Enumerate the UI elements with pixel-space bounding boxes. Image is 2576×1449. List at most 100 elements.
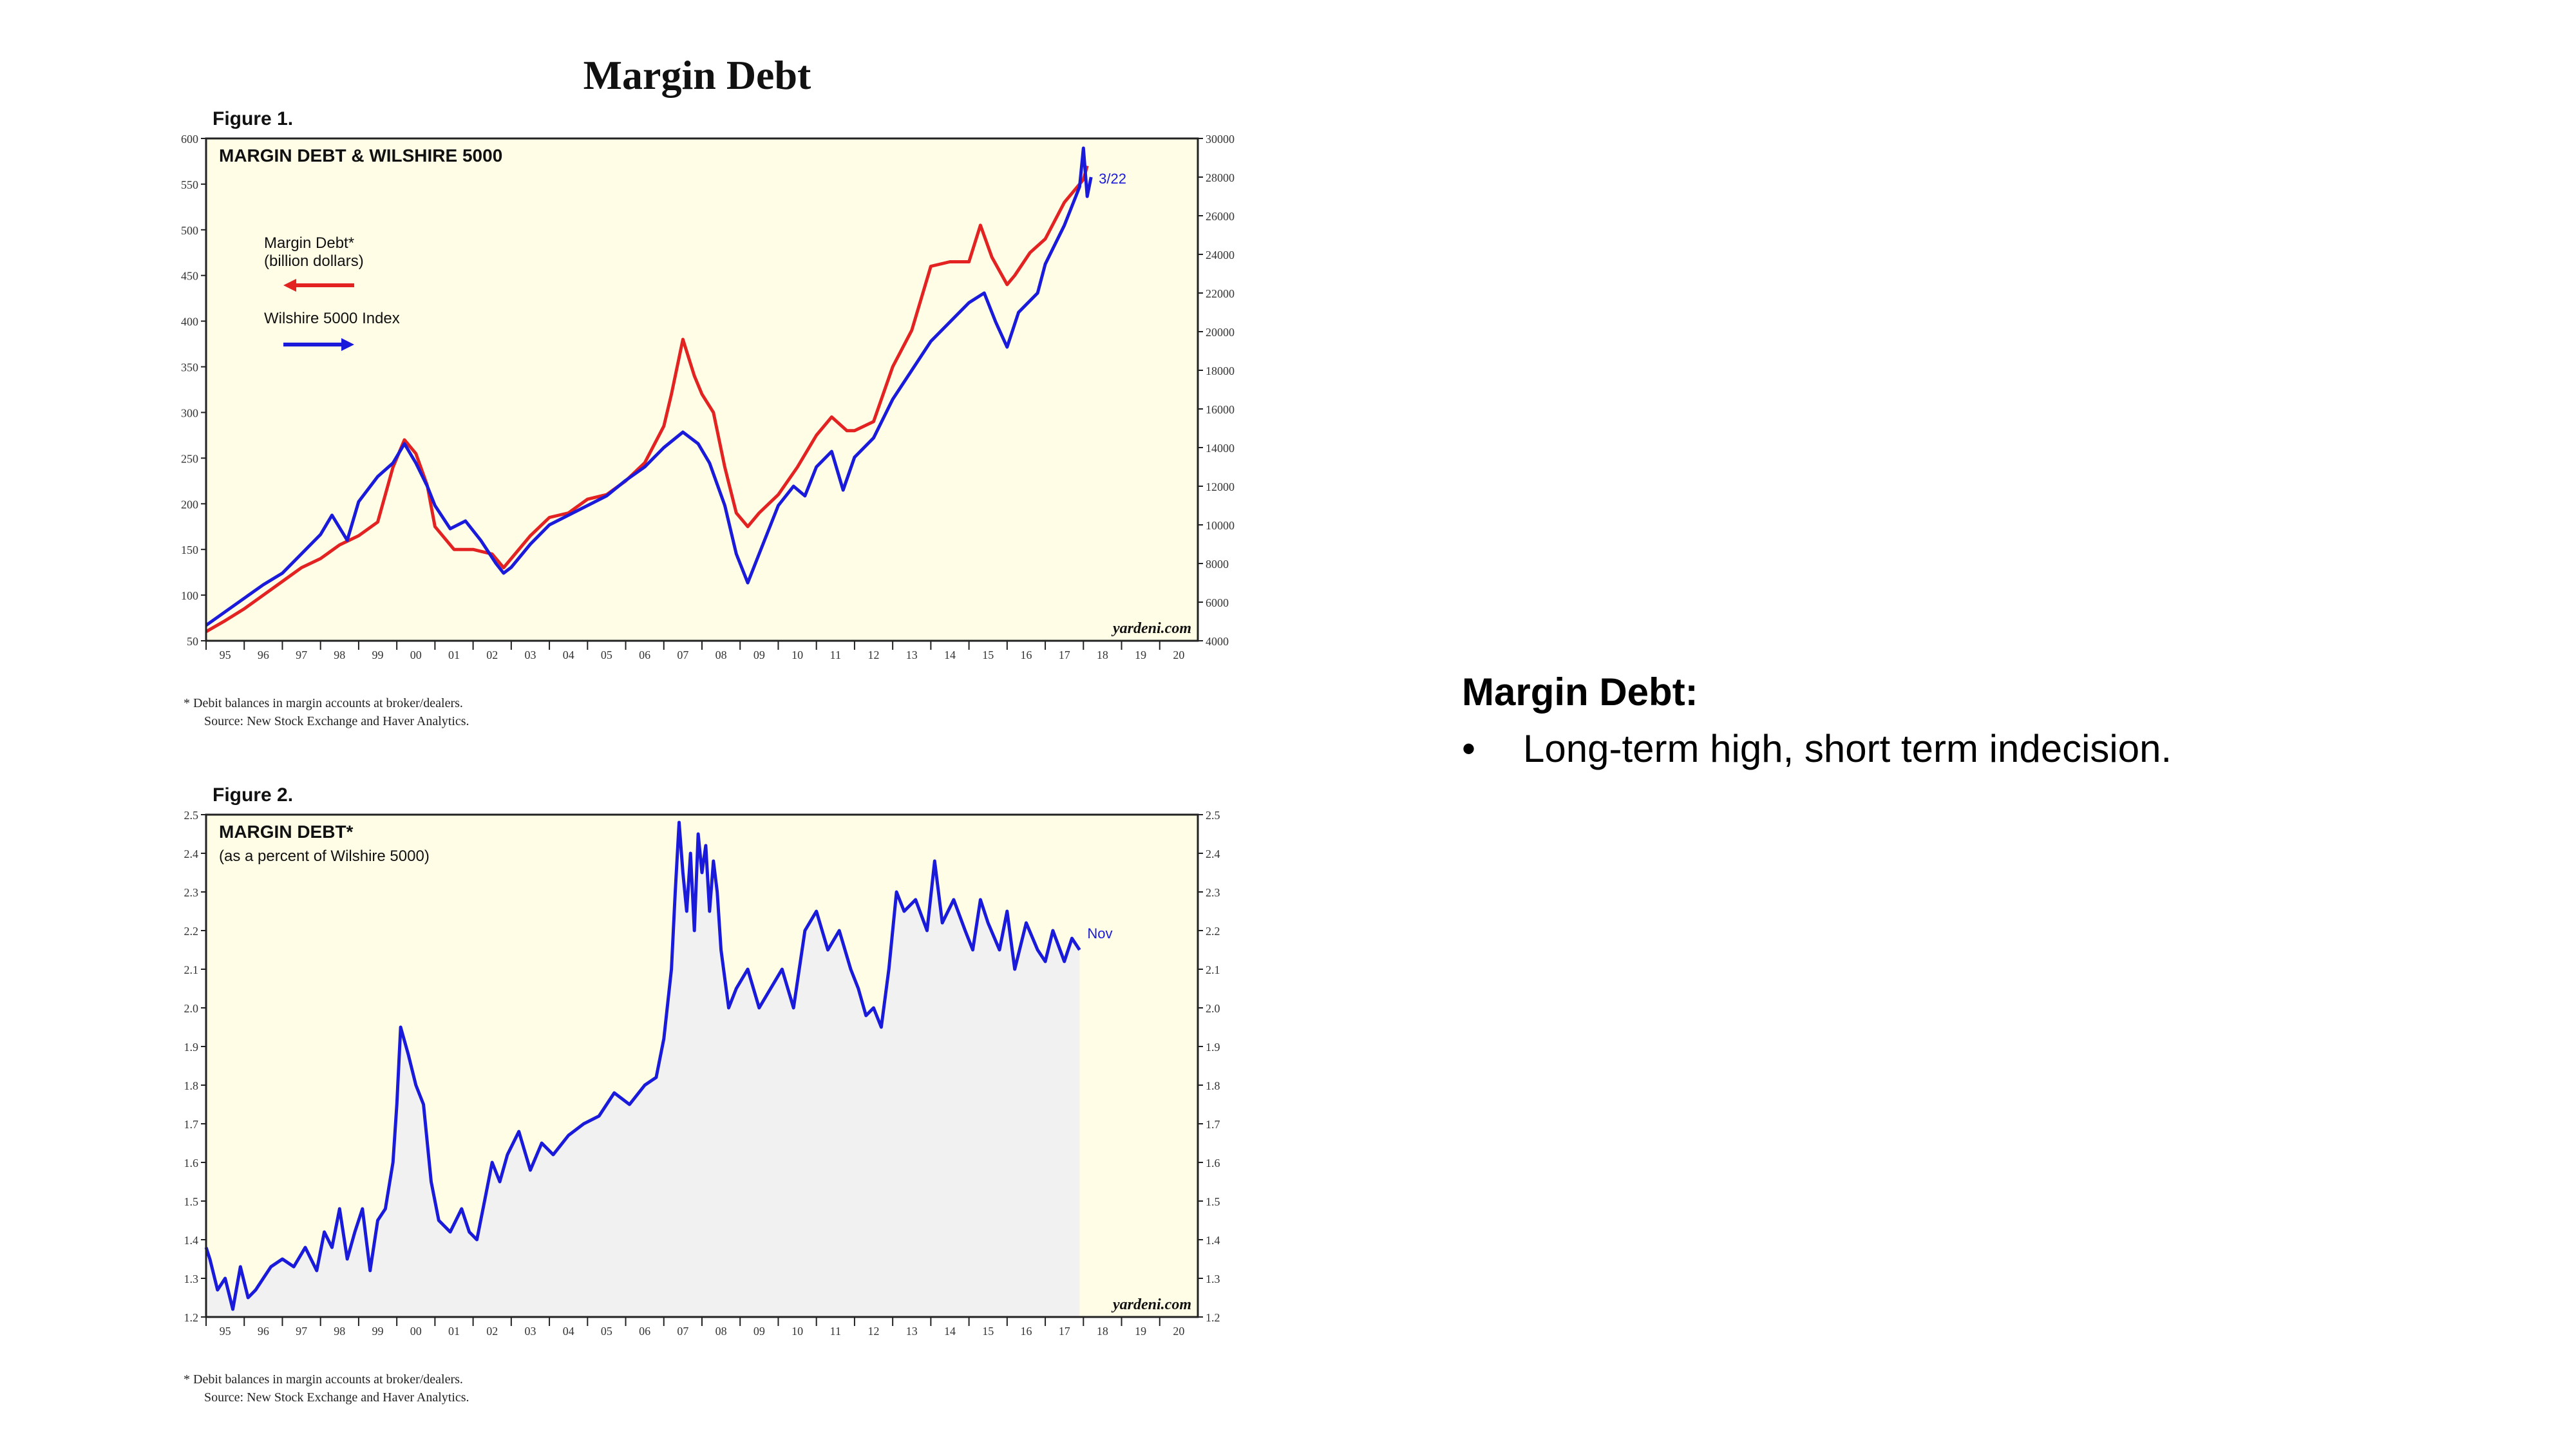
figure2-footnote: * Debit balances in margin accounts at b…	[184, 1370, 469, 1406]
y-tick-label-left: 100	[181, 589, 198, 602]
x-tick-label: 05	[601, 1325, 612, 1338]
margin-debt-percent-line	[204, 820, 1081, 1311]
y-tick-label-left: 2.3	[184, 886, 199, 899]
y-tick-label-right: 22000	[1206, 287, 1235, 300]
y-tick-label-left: 50	[187, 635, 198, 648]
plot-frame	[205, 137, 1199, 642]
margin-debt-line	[205, 165, 1089, 633]
y-tick-label-left: 1.7	[184, 1118, 199, 1131]
plot-area	[206, 138, 1198, 641]
x-tick-label: 05	[601, 649, 612, 661]
y-tick-label-right: 1.2	[1206, 1311, 1220, 1324]
figure1-footnote: * Debit balances in margin accounts at b…	[184, 694, 469, 730]
x-tick-label: 14	[944, 649, 956, 661]
x-tick-label: 12	[868, 649, 880, 661]
chart-title: MARGIN DEBT*	[219, 822, 354, 842]
figure1-footnote-line1: * Debit balances in margin accounts at b…	[184, 696, 463, 710]
y-tick-label-right: 2.2	[1206, 925, 1220, 938]
y-tick-label-right: 2.3	[1206, 886, 1220, 899]
x-tick-label: 95	[220, 1325, 231, 1338]
y-tick-label-left: 2.2	[184, 925, 199, 938]
y-tick-label-left: 2.4	[184, 848, 199, 860]
x-tick-label: 13	[906, 1325, 918, 1338]
side-panel: Margin Debt: • Long-term high, short term…	[1462, 670, 2492, 775]
legend-margin-debt-label: Margin Debt*	[264, 234, 354, 252]
y-tick-label-left: 500	[181, 224, 198, 237]
y-tick-label-left: 600	[181, 133, 198, 146]
end-label: 3/22	[1099, 171, 1126, 187]
x-tick-label: 09	[753, 1325, 765, 1338]
x-tick-label: 07	[677, 649, 688, 661]
y-tick-label-right: 26000	[1206, 210, 1235, 223]
x-tick-label: 17	[1059, 649, 1070, 661]
y-tick-label-left: 1.3	[184, 1273, 199, 1285]
y-tick-label-right: 2.5	[1206, 809, 1220, 822]
y-tick-label-right: 18000	[1206, 365, 1235, 377]
x-tick-label: 08	[715, 1325, 727, 1338]
chart-subtitle: (as a percent of Wilshire 5000)	[219, 848, 430, 865]
slide-title: Margin Debt	[583, 52, 811, 98]
x-tick-label: 03	[524, 1325, 536, 1338]
y-tick-label-left: 350	[181, 361, 198, 374]
figure1-label: Figure 1.	[213, 108, 294, 129]
y-tick-label-left: 400	[181, 316, 198, 328]
y-tick-label-left: 250	[181, 452, 198, 465]
x-tick-label: 17	[1059, 1325, 1070, 1338]
legend-wilshire-label: Wilshire 5000 Index	[264, 310, 400, 327]
x-tick-label: 11	[830, 1325, 841, 1338]
x-tick-label: 18	[1097, 649, 1108, 661]
y-tick-label-left: 1.4	[184, 1234, 199, 1247]
x-tick-label: 15	[982, 1325, 994, 1338]
y-tick-label-right: 24000	[1206, 249, 1235, 261]
y-tick-label-left: 1.9	[184, 1041, 199, 1054]
x-tick-label: 02	[486, 1325, 498, 1338]
y-tick-label-left: 450	[181, 270, 198, 283]
legend-wilshire-arrowhead-icon	[341, 338, 354, 351]
y-tick-label-left: 2.5	[184, 809, 199, 822]
y-tick-label-left: 1.5	[184, 1195, 199, 1208]
figure2-label: Figure 2.	[213, 784, 294, 806]
plot-frame	[205, 813, 1199, 1318]
y-tick-label-right: 1.6	[1206, 1157, 1220, 1170]
y-tick-label-right: 1.8	[1206, 1079, 1220, 1092]
x-tick-label: 98	[334, 1325, 345, 1338]
x-tick-label: 01	[448, 649, 460, 661]
x-tick-label: 06	[639, 649, 650, 661]
chart-title: MARGIN DEBT & WILSHIRE 5000	[219, 146, 502, 166]
x-tick-label: 00	[410, 1325, 422, 1338]
y-tick-label-right: 28000	[1206, 171, 1235, 184]
figure2-footnote-line1: * Debit balances in margin accounts at b…	[184, 1372, 463, 1387]
y-tick-label-right: 12000	[1206, 480, 1235, 493]
y-tick-label-right: 2.1	[1206, 963, 1220, 976]
y-tick-label-left: 1.8	[184, 1079, 199, 1092]
x-tick-label: 10	[791, 1325, 803, 1338]
x-tick-label: 15	[982, 649, 994, 661]
x-tick-label: 19	[1135, 649, 1146, 661]
x-tick-label: 19	[1135, 1325, 1146, 1338]
figure1-chart: 5010015020025030035040045050055060040006…	[181, 133, 1235, 661]
y-tick-label-right: 30000	[1206, 133, 1235, 146]
figure2-chart: 1.2 1.3 1.4 1.5 1.6 1.7 1.8 1.9 2.0 2.1 2.2 2.3 2.4 2…	[184, 809, 1220, 1338]
x-tick-label: 01	[448, 1325, 460, 1338]
x-tick-label: 08	[715, 649, 727, 661]
x-tick-label: 16	[1020, 649, 1032, 661]
x-tick-label: 11	[830, 649, 841, 661]
y-tick-label-right: 2.4	[1206, 848, 1220, 860]
wilshire-5000-line	[205, 146, 1093, 627]
area-fill	[206, 822, 1080, 1317]
y-tick-label-right: 14000	[1206, 442, 1235, 455]
x-tick-label: 99	[372, 649, 384, 661]
side-bullet-text: Long-term high, short term indecision.	[1523, 727, 2172, 770]
y-tick-label-left: 550	[181, 178, 198, 191]
x-tick-label: 96	[258, 1325, 269, 1338]
y-tick-label-right: 1.7	[1206, 1118, 1220, 1131]
y-tick-label-left: 300	[181, 406, 198, 419]
side-bullet-item: • Long-term high, short term indecision.	[1462, 723, 2492, 775]
x-tick-label: 06	[639, 1325, 650, 1338]
x-tick-label: 97	[296, 1325, 307, 1338]
y-tick-label-right: 1.4	[1206, 1234, 1220, 1247]
x-tick-label: 07	[677, 1325, 688, 1338]
x-tick-label: 95	[220, 649, 231, 661]
x-tick-label: 00	[410, 649, 422, 661]
y-tick-label-right: 20000	[1206, 326, 1235, 339]
